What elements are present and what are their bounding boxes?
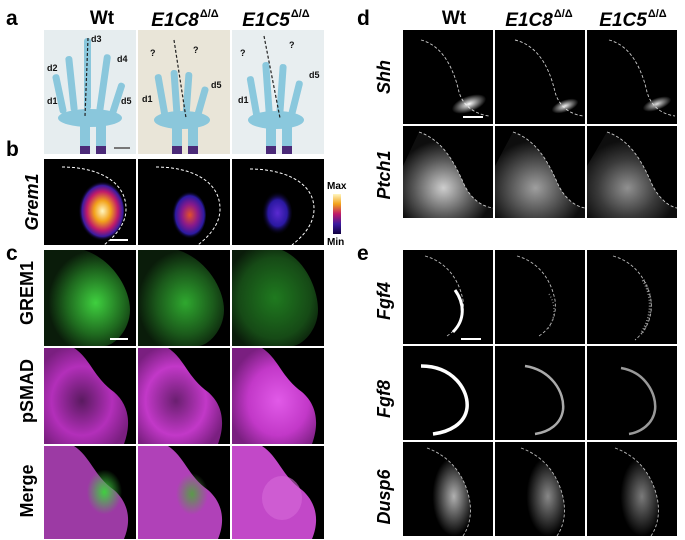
skeleton-label-wt-d3: d3	[91, 34, 102, 44]
column-header-wt-left: Wt	[89, 8, 115, 29]
skeleton-label-e1c8-q2: ?	[193, 45, 199, 55]
panel-letter-b: b	[6, 138, 19, 161]
skeleton-label-wt-d1: d1	[47, 96, 58, 106]
skeleton-label-wt-d5: d5	[121, 96, 132, 106]
colorbar	[333, 194, 341, 234]
grem1-protein-image-wt	[44, 250, 136, 346]
merge-image-e1c8	[138, 446, 230, 539]
row-label-ptch1: Ptch1	[374, 150, 394, 200]
psmad-image-e1c8	[138, 348, 230, 444]
shh-image-e1c5	[587, 30, 677, 124]
fgf4-image-wt	[403, 250, 493, 344]
grem1-protein-image-e1c5	[232, 250, 324, 346]
fgf4-image-e1c8	[495, 250, 585, 344]
column-header-e1c5-left: E1C5Δ/Δ	[242, 8, 310, 31]
row-label-fgf4: Fgf4	[374, 282, 394, 320]
column-header-e1c8-left: E1C8Δ/Δ	[151, 8, 219, 31]
shh-image-wt	[403, 30, 493, 124]
dusp6-image-e1c5	[587, 442, 677, 536]
panel-letter-d: d	[357, 7, 370, 30]
psmad-image-e1c5	[232, 348, 324, 444]
psmad-image-wt	[44, 348, 136, 444]
skeleton-label-e1c5-q2: ?	[289, 40, 295, 50]
grem1-protein-image-e1c8	[138, 250, 230, 346]
grem1-image-e1c8	[138, 159, 230, 245]
fgf8-image-e1c5	[587, 346, 677, 440]
skeleton-label-e1c8-d5: d5	[211, 80, 222, 90]
merge-image-e1c5	[232, 446, 324, 539]
row-label-grem1-protein: GREM1	[17, 261, 37, 326]
fgf8-image-wt	[403, 346, 493, 440]
skeleton-label-e1c8-q1: ?	[150, 48, 156, 58]
merge-image-wt	[44, 446, 136, 539]
skeleton-image-e1c5	[232, 30, 324, 154]
skeleton-label-e1c5-d1: d1	[238, 95, 249, 105]
column-header-e1c5-right: E1C5Δ/Δ	[599, 8, 667, 31]
ptch1-image-wt	[403, 126, 493, 218]
panel-letter-c: c	[6, 242, 18, 265]
ptch1-image-e1c8	[495, 126, 585, 218]
skeleton-label-wt-d2: d2	[47, 63, 58, 73]
row-label-fgf8: Fgf8	[374, 380, 394, 418]
grem1-image-e1c5	[232, 159, 324, 245]
row-label-psmad: pSMAD	[17, 359, 37, 423]
row-label-grem1: Grem1	[22, 173, 42, 231]
fgf4-image-e1c5	[587, 250, 677, 344]
row-label-merge: Merge	[17, 464, 37, 518]
panel-letter-e: e	[357, 242, 369, 265]
skeleton-image-wt	[44, 30, 136, 154]
skeleton-label-e1c5-q1: ?	[240, 48, 246, 58]
column-header-wt-right: Wt	[441, 8, 467, 29]
dusp6-image-wt	[403, 442, 493, 536]
grem1-image-wt	[44, 159, 136, 245]
skeleton-label-e1c5-d5: d5	[309, 70, 320, 80]
skeleton-label-e1c8-d1: d1	[142, 94, 153, 104]
fgf8-image-e1c8	[495, 346, 585, 440]
ptch1-image-e1c5	[587, 126, 677, 218]
colorbar-max-label: Max	[327, 181, 347, 192]
skeleton-image-e1c8	[138, 30, 230, 154]
colorbar-min-label: Min	[327, 237, 345, 248]
row-label-shh: Shh	[374, 60, 394, 94]
panel-letter-a: a	[6, 7, 18, 30]
shh-image-e1c8	[495, 30, 585, 124]
dusp6-image-e1c8	[495, 442, 585, 536]
column-header-e1c8-right: E1C8Δ/Δ	[505, 8, 573, 31]
skeleton-label-wt-d4: d4	[117, 54, 128, 64]
row-label-dusp6: Dusp6	[374, 469, 394, 525]
